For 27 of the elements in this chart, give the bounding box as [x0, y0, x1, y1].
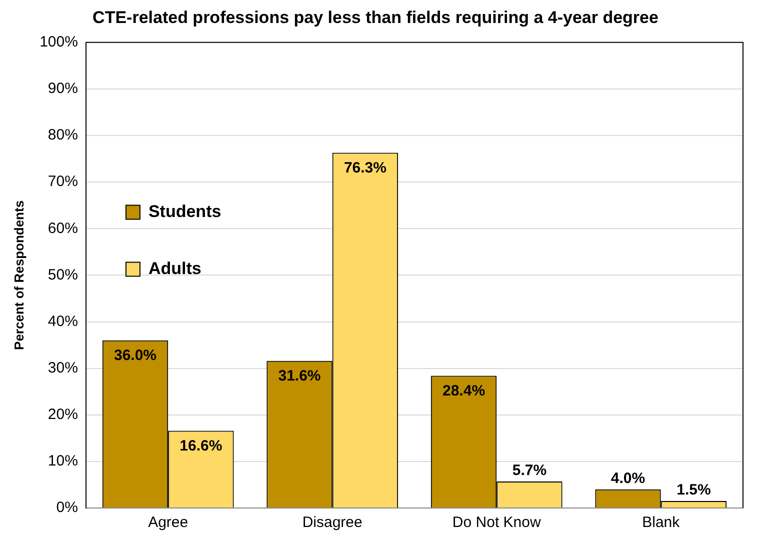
legend-label: Students	[148, 202, 222, 221]
legend-label: Adults	[148, 258, 202, 278]
y-tick-label: 10%	[48, 452, 78, 470]
chart-title: CTE-related professions pay less than fields requiring a 4-year degree	[92, 8, 658, 27]
y-tick-label: 30%	[48, 359, 78, 376]
y-tick-label: 60%	[48, 220, 78, 237]
data-label: 36.0%	[114, 347, 157, 364]
data-label: 31.6%	[278, 368, 321, 385]
data-label: 16.6%	[180, 437, 222, 454]
data-label: 76.3%	[344, 159, 386, 176]
y-tick-label: 40%	[48, 312, 78, 330]
data-label: 5.7%	[512, 462, 547, 480]
y-axis-title: Percent of Respondents	[11, 200, 26, 350]
data-label: 1.5%	[676, 482, 711, 499]
y-tick-label: 50%	[48, 266, 78, 284]
x-tick-label: Disagree	[302, 514, 362, 532]
x-tick-label: Agree	[148, 514, 188, 532]
x-tick-label: Do Not Know	[452, 514, 541, 532]
x-tick-label: Blank	[642, 514, 680, 532]
y-tick-label: 20%	[48, 406, 78, 424]
y-tick-label: 100%	[40, 34, 78, 51]
y-tick-label: 90%	[48, 80, 78, 98]
y-tick-label: 0%	[56, 499, 78, 516]
data-label: 4.0%	[610, 470, 646, 488]
y-tick-label: 80%	[48, 126, 78, 144]
y-tick-label: 70%	[48, 173, 78, 190]
data-label: 28.4%	[442, 382, 486, 400]
